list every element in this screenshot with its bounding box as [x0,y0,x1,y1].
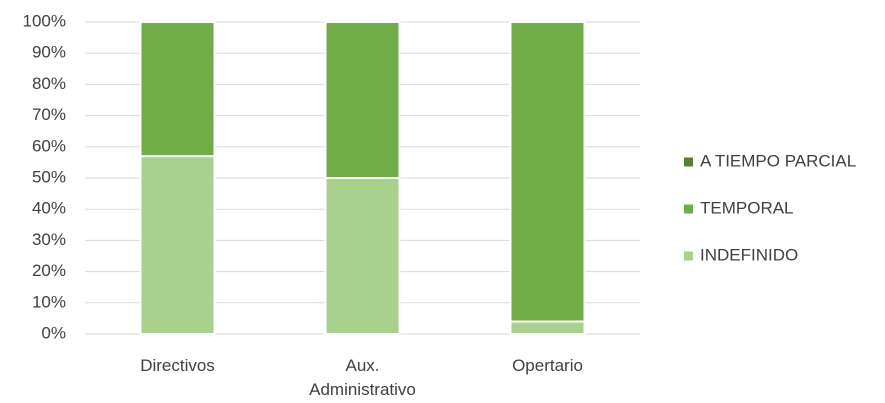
y-tick-label: 60% [32,136,66,155]
bar-segment [509,320,586,335]
legend-swatch [684,157,693,167]
y-tick-label: 70% [32,105,66,124]
bar-segment [324,177,401,335]
legend-swatch [684,251,693,261]
legend-label: A TIEMPO PARCIAL [700,151,856,170]
bar-segment [324,21,401,179]
y-tick-label: 80% [32,74,66,93]
y-tick-label: 40% [32,199,66,218]
bar-segment [139,155,216,335]
y-tick-label: 20% [32,261,66,280]
bar-segment [509,21,586,323]
legend-label: INDEFINIDO [700,245,798,264]
y-tick-label: 50% [32,167,66,186]
y-tick-label: 90% [32,43,66,62]
x-tick-label: Opertario [512,356,583,375]
bar-segment [139,21,216,158]
y-tick-label: 10% [32,292,66,311]
y-tick-label: 30% [32,230,66,249]
y-tick-label: 0% [41,323,66,342]
legend-swatch [684,204,693,214]
x-tick-label: Directivos [140,356,215,375]
legend-label: TEMPORAL [700,198,794,217]
y-tick-label: 100% [23,11,66,30]
x-tick-label: Aux. Administrativo [309,356,416,399]
